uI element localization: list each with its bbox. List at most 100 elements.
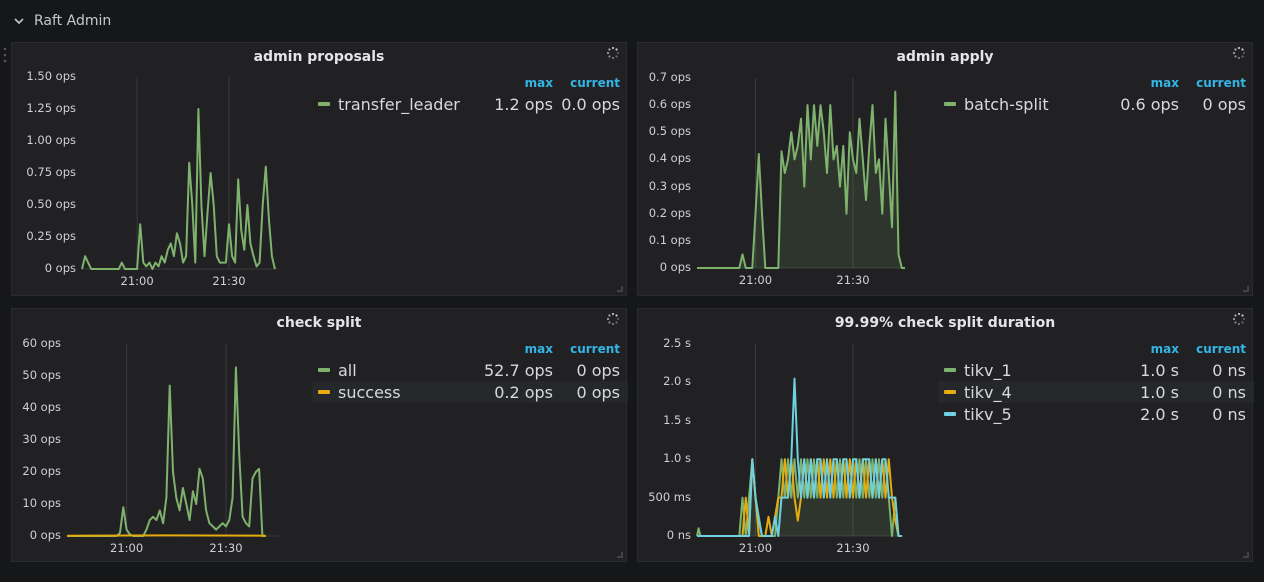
y-tick-label: 0.6 ops [648,97,691,112]
y-tick-label: 0 ops [29,528,61,542]
legend-series-name[interactable]: all [338,360,357,380]
panel-title[interactable]: 99.99% check split duration [834,315,1056,331]
loading-spinner-icon [606,312,620,326]
chart-plot-area[interactable] [81,77,278,270]
resize-handle-icon[interactable] [616,285,624,293]
legend-swatch[interactable] [318,390,330,394]
legend-swatch[interactable] [944,368,956,372]
legend-current-header[interactable]: current [570,342,620,356]
y-tick-label: 1.00 ops [26,133,76,147]
legend-current-value: 0 ns [1212,382,1246,402]
legend-item-success[interactable]: success 0.2 ops 0 ops [312,381,628,403]
legend-swatch[interactable] [944,412,956,416]
chart-plot-area[interactable] [697,78,905,269]
legend-item-tikv_4[interactable]: tikv_4 1.0 s 0 ns [938,381,1254,403]
y-tick-label: 10 ops [22,496,61,510]
legend-current-value: 0 ns [1212,360,1246,380]
panel-admin-proposals: admin proposals 1.50 ops 1.25 ops 1.00 ops 0… [11,42,627,296]
row-title: Raft Admin [34,13,112,29]
legend-current-header[interactable]: current [1196,76,1246,90]
panel-title[interactable]: admin proposals [253,49,385,65]
x-tick-label: 21:00 [110,541,144,555]
y-tick-label: 60 ops [22,336,61,350]
y-tick-label: 0 ns [666,528,691,542]
legend-max-value: 52.7 ops [484,360,553,380]
legend-max-header[interactable]: max [524,76,553,90]
y-tick-label: 0.2 ops [648,205,691,220]
y-tick-label: 2.0 s [663,374,691,389]
y-tick-label: 2.5 s [663,336,691,350]
legend-series-name[interactable]: success [338,382,401,402]
legend-swatch[interactable] [944,390,956,394]
legend-max-value: 1.0 s [1140,382,1179,402]
y-tick-label: 0.7 ops [648,70,691,84]
panel-check-split-duration: 99.99% check split duration 2.5 s 2.0 s 1.5… [637,308,1254,562]
y-tick-label: 0.50 ops [26,197,76,211]
y-tick-label: 0.5 ops [648,124,691,139]
legend-current-value: 0 ns [1212,404,1246,424]
series-line-all [67,366,266,537]
y-tick-label: 1.0 s [663,451,691,466]
x-tick-label: 21:30 [836,273,870,287]
chevron-down-icon [14,18,24,25]
loading-spinner-icon [606,46,620,60]
y-tick-label: 30 ops [22,432,61,446]
legend-max-header[interactable]: max [524,342,553,356]
x-tick-label: 21:30 [836,541,870,555]
y-tick-label: 500 ms [648,489,691,504]
legend-item-transfer_leader[interactable]: transfer_leader 1.2 ops 0.0 ops [312,93,628,115]
legend-item-all[interactable]: all 52.7 ops 0 ops [312,359,628,381]
resize-handle-icon[interactable] [1242,551,1250,559]
y-tick-label: 0.75 ops [26,165,76,179]
panel-title[interactable]: admin apply [896,49,994,65]
row-header-raft-admin[interactable]: Raft Admin [12,10,111,32]
legend-max-value: 0.2 ops [494,382,553,402]
legend-series-name[interactable]: tikv_1 [964,360,1012,380]
chart-plot-area[interactable] [696,344,905,537]
legend-max-value: 1.2 ops [494,94,553,114]
y-tick-label: 0 ops [44,261,76,275]
legend-current-header[interactable]: current [1196,342,1246,356]
legend-series-name[interactable]: tikv_4 [964,382,1012,402]
loading-spinner-icon [1232,46,1246,60]
y-tick-label: 20 ops [22,464,61,478]
y-tick-label: 0.3 ops [648,178,691,193]
legend-max-header[interactable]: max [1150,76,1179,90]
series-line-transfer_leader [81,108,276,270]
drag-handle-icon[interactable] [2,46,8,66]
x-tick-label: 21:00 [120,274,154,288]
x-tick-label: 21:00 [738,273,773,287]
y-tick-label: 50 ops [22,368,61,382]
legend-item-tikv_1[interactable]: tikv_1 1.0 s 0 ns [938,359,1254,381]
resize-handle-icon[interactable] [616,551,624,559]
y-tick-label: 1.50 ops [26,69,76,83]
legend-max-header[interactable]: max [1150,342,1179,356]
series-area-batch-split [697,91,905,268]
legend-swatch[interactable] [318,368,330,372]
legend-series-name[interactable]: transfer_leader [338,94,460,114]
y-tick-label: 40 ops [22,400,61,414]
y-tick-label: 1.5 s [663,412,691,427]
legend-item-tikv_5[interactable]: tikv_5 2.0 s 0 ns [938,403,1254,425]
legend-max-value: 2.0 s [1140,404,1179,424]
legend-max-value: 0.6 ops [1120,94,1179,114]
x-tick-label: 21:00 [738,541,773,555]
y-tick-label: 0.4 ops [648,151,691,166]
series-line-tikv_5 [697,377,902,537]
legend-current-header[interactable]: current [570,76,620,90]
y-tick-label: 0 ops [659,260,691,274]
resize-handle-icon[interactable] [1242,285,1250,293]
x-tick-label: 21:30 [209,541,243,555]
legend-series-name[interactable]: tikv_5 [964,404,1012,424]
legend-series-name[interactable]: batch-split [964,94,1049,114]
legend-swatch[interactable] [944,102,956,106]
legend-item-batch-split[interactable]: batch-split 0.6 ops 0 ops [938,93,1254,115]
legend-swatch[interactable] [318,102,330,106]
panel-admin-apply: admin apply 0.7 ops 0.6 ops 0.5 ops 0.4 ops 0… [637,42,1253,296]
panel-check-split: check split 60 ops 50 ops 40 ops 30 ops 20 op… [11,308,628,562]
panel-title[interactable]: check split [276,315,362,331]
legend-current-value: 0 ops [1202,94,1246,114]
chart-plot-area[interactable] [66,344,279,537]
legend-current-value: 0.0 ops [561,94,620,114]
y-tick-label: 0.25 ops [26,229,76,243]
